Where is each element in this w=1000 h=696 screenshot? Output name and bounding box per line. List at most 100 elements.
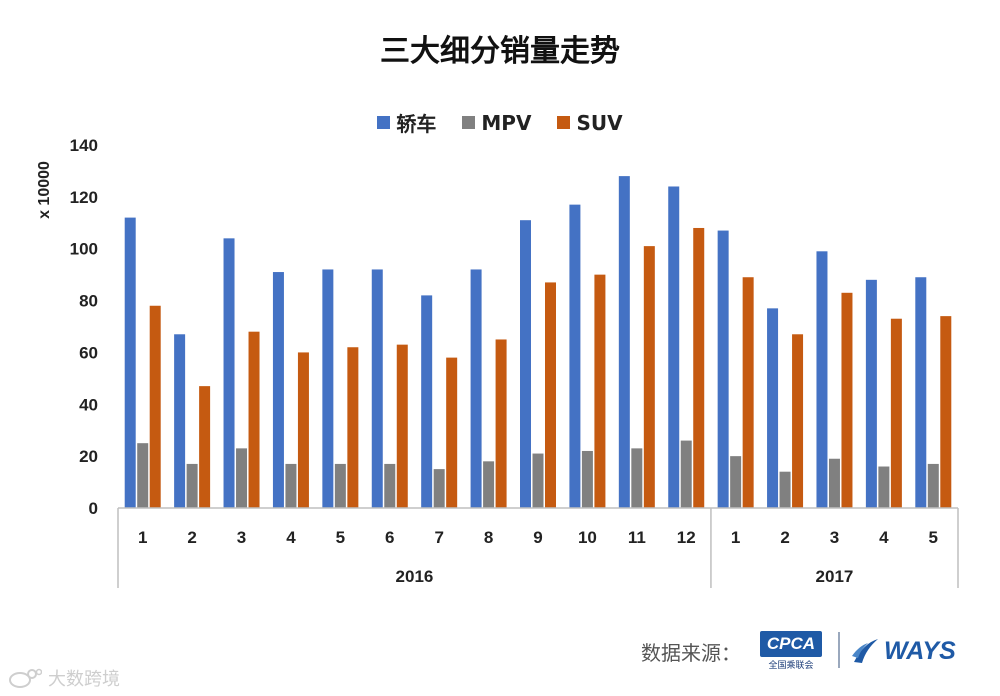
y-tick-label: 80 bbox=[79, 292, 98, 311]
bar bbox=[841, 292, 853, 508]
bar bbox=[865, 279, 877, 508]
ways-logo-text: WAYS bbox=[884, 636, 956, 665]
bar bbox=[878, 466, 890, 508]
bar bbox=[828, 458, 840, 508]
legend-swatch bbox=[462, 116, 476, 129]
bar bbox=[742, 277, 754, 508]
x-tick-label: 4 bbox=[286, 528, 296, 547]
bar bbox=[569, 204, 581, 508]
legend-label: MPV bbox=[481, 110, 532, 135]
bar bbox=[890, 318, 902, 508]
bar bbox=[594, 274, 606, 508]
watermark: 大数跨境 bbox=[8, 665, 120, 691]
bar bbox=[248, 331, 260, 508]
legend-item: MPV bbox=[462, 108, 531, 137]
x-tick-label: 1 bbox=[731, 528, 740, 547]
y-tick-label: 60 bbox=[79, 343, 98, 362]
chart-title: 三大细分销量走势 bbox=[380, 34, 620, 69]
bar bbox=[371, 269, 383, 508]
bar bbox=[618, 176, 630, 508]
x-tick-label: 5 bbox=[336, 528, 345, 547]
x-tick-label: 2 bbox=[780, 528, 789, 547]
bar bbox=[124, 217, 136, 508]
bar bbox=[495, 339, 507, 508]
bar bbox=[643, 246, 655, 508]
legend-label: 轿车 bbox=[396, 112, 437, 136]
watermark-text: 大数跨境 bbox=[48, 669, 120, 690]
y-tick-label: 40 bbox=[79, 395, 98, 414]
x-tick-label: 3 bbox=[830, 528, 839, 547]
bar bbox=[927, 463, 939, 508]
x-tick-label: 1 bbox=[138, 528, 147, 547]
cpca-logo-text: CPCA bbox=[760, 631, 822, 657]
x-group-label: 2016 bbox=[396, 567, 434, 586]
legend-swatch bbox=[557, 116, 571, 129]
bar bbox=[334, 463, 346, 508]
bar bbox=[545, 282, 556, 508]
x-tick-label: 4 bbox=[879, 528, 889, 547]
bar bbox=[446, 357, 458, 508]
x-tick-label: 2 bbox=[187, 528, 196, 547]
bar bbox=[421, 295, 433, 508]
bar bbox=[223, 238, 235, 509]
bar bbox=[199, 386, 211, 508]
bar bbox=[285, 463, 297, 508]
cpca-logo: CPCA 全国乘联会 bbox=[760, 631, 822, 671]
bar bbox=[792, 334, 804, 508]
bar bbox=[631, 448, 643, 508]
bar bbox=[693, 227, 705, 508]
ways-swoosh-icon bbox=[852, 639, 878, 663]
x-tick-label: 11 bbox=[628, 528, 646, 547]
data-source-label: 数据来源： bbox=[641, 641, 741, 665]
logo-divider bbox=[838, 632, 840, 668]
y-tick-label: 140 bbox=[70, 136, 98, 155]
bar bbox=[816, 251, 828, 509]
bar bbox=[186, 463, 198, 508]
bar bbox=[297, 352, 309, 508]
bar bbox=[384, 463, 396, 508]
bar bbox=[236, 448, 248, 508]
bar bbox=[272, 272, 284, 508]
legend-label: SUV bbox=[576, 110, 623, 135]
x-tick-label: 6 bbox=[385, 528, 394, 547]
bar bbox=[470, 269, 482, 508]
bar bbox=[174, 334, 186, 508]
bar bbox=[149, 305, 161, 508]
weibo-style-watermark-icon bbox=[9, 668, 42, 688]
x-group-label: 2017 bbox=[816, 567, 854, 586]
x-tick-label: 3 bbox=[237, 528, 246, 547]
x-tick-label: 10 bbox=[578, 528, 597, 547]
legend: 轿车 MPV SUV bbox=[0, 108, 1000, 137]
bar bbox=[915, 277, 927, 508]
bar bbox=[532, 453, 544, 508]
y-tick-label: 20 bbox=[79, 447, 98, 466]
bar bbox=[581, 450, 593, 508]
bar bbox=[322, 269, 334, 508]
bar bbox=[137, 443, 149, 508]
x-tick-label: 7 bbox=[434, 528, 443, 547]
x-tick-label: 12 bbox=[677, 528, 696, 547]
bar bbox=[680, 440, 692, 508]
bar bbox=[483, 461, 495, 508]
bar bbox=[668, 186, 680, 508]
x-tick-label: 5 bbox=[929, 528, 938, 547]
bar bbox=[730, 456, 742, 508]
bar bbox=[433, 469, 445, 508]
legend-swatch bbox=[377, 116, 391, 129]
bar bbox=[779, 471, 791, 508]
bar bbox=[520, 220, 531, 508]
x-tick-label: 9 bbox=[533, 528, 542, 547]
y-tick-label: 120 bbox=[70, 188, 98, 207]
y-axis-label: x 10000 bbox=[36, 161, 53, 219]
bar bbox=[396, 344, 408, 508]
y-tick-label: 100 bbox=[70, 240, 98, 259]
ways-logo: WAYS bbox=[850, 634, 956, 668]
bar bbox=[940, 316, 952, 508]
legend-item: SUV bbox=[557, 108, 623, 137]
y-tick-label: 0 bbox=[89, 499, 98, 518]
x-tick-label: 8 bbox=[484, 528, 493, 547]
bar bbox=[767, 308, 779, 508]
cpca-logo-subtitle: 全国乘联会 bbox=[768, 661, 814, 671]
bar bbox=[717, 230, 729, 509]
